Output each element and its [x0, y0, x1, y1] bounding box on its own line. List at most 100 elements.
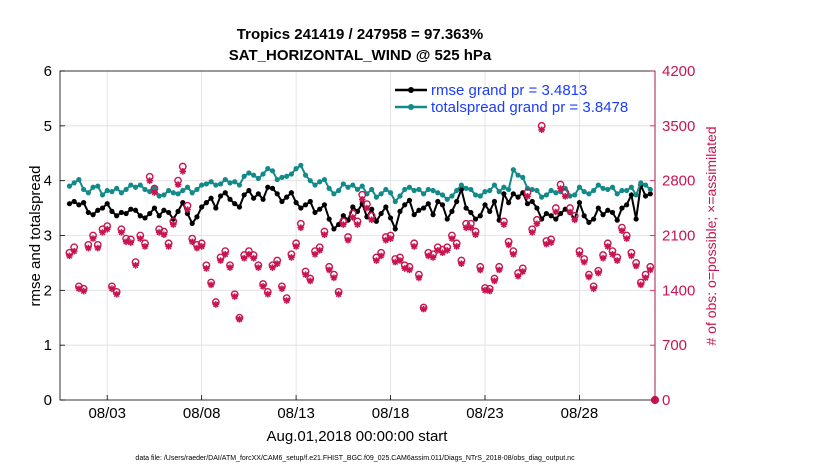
data-point-rmse — [534, 205, 540, 211]
data-point-rmse — [397, 208, 403, 214]
data-point-rmse — [373, 218, 379, 224]
data-point-rmse — [255, 191, 261, 197]
data-point-totalspread — [482, 189, 488, 195]
data-point-totalspread — [354, 186, 361, 193]
obs-assimilated-marker — [70, 247, 78, 255]
data-point-rmse — [406, 197, 413, 204]
data-point-rmse — [624, 202, 630, 208]
data-point-totalspread — [387, 190, 394, 196]
data-point-totalspread — [184, 184, 191, 190]
data-point-totalspread — [439, 192, 446, 198]
data-point-totalspread — [534, 187, 540, 194]
data-point-totalspread — [104, 187, 110, 194]
data-point-totalspread — [496, 189, 502, 195]
obs-assimilated-marker — [184, 206, 191, 213]
obs-assimilated-marker — [316, 247, 324, 254]
data-point-totalspread — [279, 174, 285, 180]
data-point-totalspread — [161, 192, 167, 198]
obs-assimilated-marker — [524, 193, 531, 200]
data-point-totalspread — [548, 187, 554, 194]
data-point-totalspread — [336, 187, 342, 194]
data-point-totalspread — [326, 185, 332, 191]
data-point-rmse — [213, 205, 219, 211]
data-point-totalspread — [241, 173, 247, 179]
data-point-rmse — [175, 208, 181, 214]
obs-assimilated-marker — [425, 252, 432, 260]
data-point-rmse — [246, 187, 252, 194]
data-point-totalspread — [66, 183, 73, 189]
data-point-rmse — [66, 201, 73, 207]
data-point-totalspread — [232, 179, 238, 185]
data-point-rmse — [189, 220, 195, 227]
data-point-rmse — [411, 212, 417, 218]
y-tick-label: 6 — [44, 63, 52, 80]
data-point-rmse — [232, 201, 238, 207]
data-point-totalspread — [614, 191, 620, 197]
obs-assimilated-marker — [122, 238, 130, 246]
data-point-totalspread — [378, 191, 384, 197]
data-point-totalspread — [520, 174, 526, 180]
data-point-totalspread — [572, 192, 578, 198]
data-point-rmse — [166, 209, 172, 216]
data-point-totalspread — [312, 182, 318, 188]
data-point-rmse — [331, 226, 337, 232]
data-point-totalspread — [151, 185, 158, 191]
data-point-totalspread — [647, 186, 653, 193]
obs-assimilated-marker — [458, 260, 465, 267]
y-right-tick-label: 3500 — [662, 118, 695, 135]
x-tick-label: 08/28 — [561, 405, 599, 422]
obs-assimilated-marker — [505, 241, 512, 249]
data-point-totalspread — [123, 186, 129, 193]
obs-assimilated-marker — [543, 240, 550, 248]
obs-assimilated-marker — [467, 224, 475, 231]
data-point-rmse — [576, 200, 583, 206]
obs-assimilated-marker — [571, 216, 579, 224]
obs-assimilated-marker — [439, 249, 446, 257]
data-point-rmse — [506, 200, 512, 206]
data-point-totalspread — [128, 182, 134, 188]
obs-assimilated-marker — [297, 224, 305, 231]
data-point-totalspread — [114, 185, 120, 191]
data-point-totalspread — [81, 186, 87, 193]
data-point-rmse — [222, 190, 228, 196]
obs-assimilated-marker — [155, 229, 163, 236]
data-point-rmse — [293, 200, 299, 206]
x-tick-label: 08/08 — [183, 405, 221, 422]
obs-assimilated-marker — [377, 252, 385, 260]
obs-assimilated-marker — [292, 243, 300, 250]
data-point-totalspread — [444, 196, 450, 202]
data-point-rmse — [326, 216, 332, 222]
data-point-rmse — [321, 202, 328, 208]
legend-totalspread-marker — [408, 104, 414, 110]
data-point-totalspread — [345, 184, 351, 190]
data-point-rmse — [95, 207, 101, 213]
data-point-rmse — [383, 204, 389, 210]
obs-assimilated-marker — [623, 235, 630, 242]
obs-assimilated-marker — [604, 243, 612, 250]
y-tick-label: 2 — [44, 282, 52, 299]
obs-assimilated-marker — [278, 285, 286, 293]
y-right-tick-label: 2100 — [662, 228, 695, 245]
data-point-rmse — [392, 226, 398, 232]
obs-assimilated-marker — [387, 235, 394, 242]
data-point-totalspread — [90, 184, 96, 190]
obs-assimilated-marker — [628, 252, 635, 260]
obs-assimilated-marker — [340, 221, 347, 228]
data-point-rmse — [416, 207, 422, 213]
y-tick-label: 4 — [44, 173, 52, 190]
obs-assimilated-marker — [80, 287, 87, 295]
y-axis-label: rmse and totalspread — [27, 166, 44, 307]
x-tick-label: 08/18 — [372, 405, 410, 422]
data-point-totalspread — [132, 184, 139, 190]
data-point-rmse — [628, 192, 634, 198]
data-point-totalspread — [99, 192, 106, 198]
data-point-totalspread — [595, 182, 601, 188]
data-point-rmse — [619, 205, 625, 211]
obs-assimilated-marker — [585, 273, 593, 281]
data-point-rmse — [199, 204, 205, 210]
data-point-rmse — [369, 206, 375, 212]
data-point-totalspread — [175, 191, 181, 197]
data-point-totalspread — [397, 193, 403, 199]
data-point-totalspread — [609, 184, 616, 190]
